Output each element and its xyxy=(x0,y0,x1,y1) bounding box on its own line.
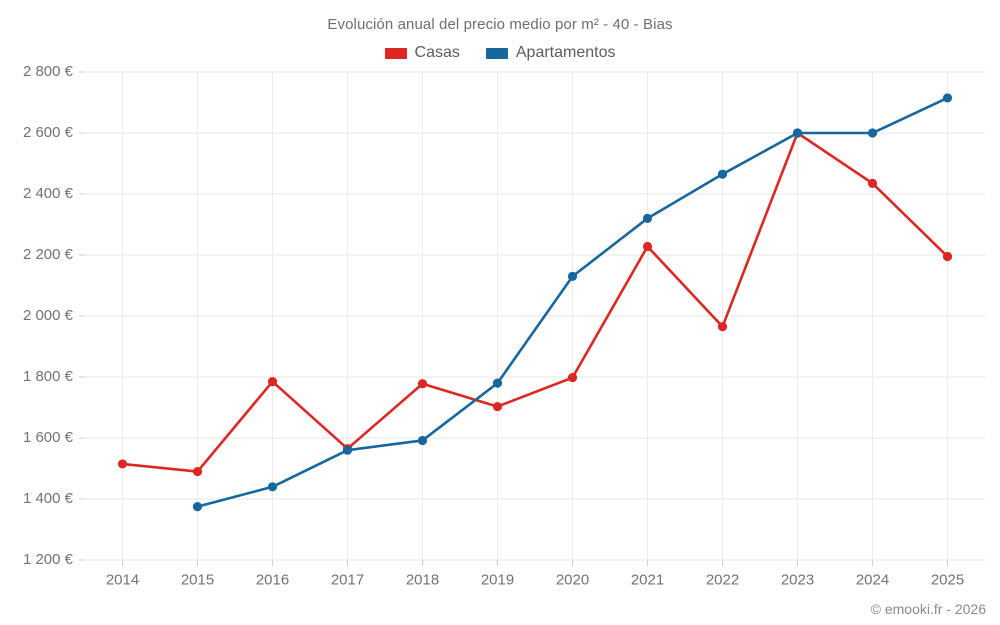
legend-label-casas: Casas xyxy=(414,44,460,61)
data-point-casas-2019[interactable] xyxy=(492,401,503,412)
y-axis-tick-label: 2 200 € xyxy=(23,246,74,263)
y-axis-tick-label: 1 800 € xyxy=(23,368,74,385)
data-point-apartamentos-2022[interactable] xyxy=(717,169,728,179)
y-axis-tick-label: 1 200 € xyxy=(23,551,74,568)
x-axis-tick-label: 2024 xyxy=(856,571,889,588)
data-point-apartamentos-2025[interactable] xyxy=(942,93,953,103)
data-point-casas-2022[interactable] xyxy=(717,322,728,332)
data-point-apartamentos-2020[interactable] xyxy=(567,271,578,281)
data-point-casas-2025[interactable] xyxy=(942,251,953,262)
legend-item-casas[interactable]: Casas xyxy=(384,44,460,62)
y-axis-tick-label: 1 600 € xyxy=(23,429,74,446)
x-axis-tick-label: 2025 xyxy=(931,571,964,588)
data-point-apartamentos-2015[interactable] xyxy=(192,502,203,512)
data-point-apartamentos-2016[interactable] xyxy=(267,482,278,492)
data-point-apartamentos-2024[interactable] xyxy=(867,128,878,138)
data-point-apartamentos-2017[interactable] xyxy=(342,445,353,455)
x-axis-tick-label: 2022 xyxy=(706,571,739,588)
x-axis-tick-label: 2017 xyxy=(331,571,364,588)
copyright-credit: © emooki.fr - 2026 xyxy=(870,601,986,617)
data-point-casas-2014[interactable] xyxy=(117,459,128,469)
data-point-casas-2020[interactable] xyxy=(567,373,578,383)
data-point-apartamentos-2019[interactable] xyxy=(492,378,503,388)
x-axis-tick-label: 2021 xyxy=(631,571,664,588)
y-axis-tick-label: 2 400 € xyxy=(23,185,74,202)
x-axis-tick-label: 2018 xyxy=(406,571,439,588)
x-axis-tick-label: 2016 xyxy=(256,571,289,588)
data-point-casas-2018[interactable] xyxy=(417,379,428,389)
data-point-casas-2021[interactable] xyxy=(642,241,653,252)
x-axis-tick-label: 2015 xyxy=(181,571,214,588)
chart-title: Evolución anual del precio medio por m² … xyxy=(327,16,673,33)
y-axis-tick-label: 1 400 € xyxy=(23,490,74,507)
legend-swatch-apartamentos xyxy=(485,47,508,59)
data-point-apartamentos-2021[interactable] xyxy=(642,213,653,223)
x-axis-tick-label: 2020 xyxy=(556,571,589,588)
data-point-apartamentos-2023[interactable] xyxy=(792,128,803,138)
legend-label-apartamentos: Apartamentos xyxy=(515,44,616,61)
x-axis-tick-label: 2014 xyxy=(106,571,139,588)
legend-swatch-casas xyxy=(384,47,407,59)
data-point-casas-2015[interactable] xyxy=(192,466,203,477)
x-axis-tick-label: 2023 xyxy=(781,571,814,588)
x-axis-tick-label: 2019 xyxy=(481,571,514,588)
series-line-casas xyxy=(121,131,949,473)
y-axis-tick-label: 2 600 € xyxy=(23,124,74,141)
y-axis-tick-label: 2 000 € xyxy=(23,307,74,324)
data-point-casas-2024[interactable] xyxy=(867,178,878,188)
chart-legend: Casas Apartamentos xyxy=(0,44,1000,62)
data-point-casas-2016[interactable] xyxy=(267,376,278,387)
y-axis-tick-label: 2 800 € xyxy=(23,63,74,80)
data-point-apartamentos-2018[interactable] xyxy=(417,435,428,446)
legend-item-apartamentos[interactable]: Apartamentos xyxy=(485,44,616,62)
